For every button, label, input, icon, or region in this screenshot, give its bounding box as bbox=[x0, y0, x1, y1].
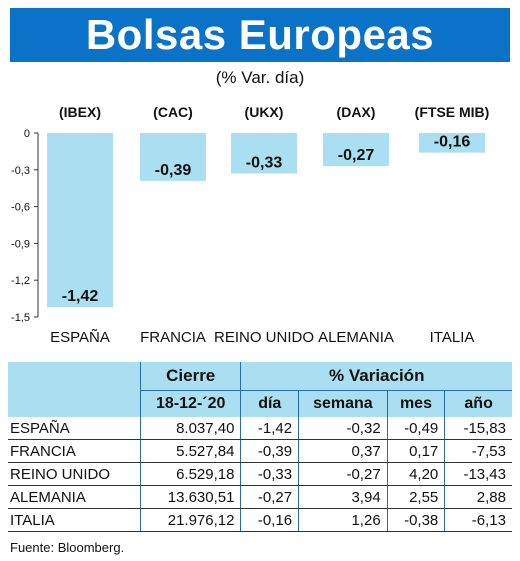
value-label: -0,33 bbox=[246, 154, 283, 171]
cell-mes: 2,55 bbox=[386, 485, 445, 509]
cell-dia: -0,16 bbox=[240, 508, 299, 532]
cell-anio: -7,53 bbox=[444, 439, 512, 463]
cell-anio: -15,83 bbox=[444, 417, 512, 440]
index-label: (UKX) bbox=[245, 104, 284, 120]
cell-cierre: 13.630,51 bbox=[139, 485, 241, 509]
cell-anio: -6,13 bbox=[444, 508, 512, 532]
y-axis: 0 -0,3 -0,6 -0,9 -1,2 -1,5 bbox=[11, 128, 39, 324]
source-note: Fuente: Bloomberg. bbox=[10, 540, 125, 555]
index-labels: (IBEX) (CAC) (UKX) (DAX) (FTSE MIB) bbox=[59, 104, 489, 120]
header-variacion: % Variación bbox=[240, 362, 512, 391]
y-tick-label: -0,3 bbox=[11, 165, 30, 177]
cell-cierre: 8.037,40 bbox=[139, 417, 241, 440]
index-label: (DAX) bbox=[337, 104, 376, 120]
bars bbox=[47, 133, 485, 308]
cell-cierre: 21.976,12 bbox=[139, 508, 241, 532]
cell-mes: 4,20 bbox=[386, 462, 445, 486]
y-tick-label: -1,2 bbox=[11, 275, 30, 287]
index-label: (IBEX) bbox=[59, 104, 101, 120]
value-label: -0,39 bbox=[155, 162, 192, 179]
cell-anio: -13,43 bbox=[444, 462, 512, 486]
index-label: (CAC) bbox=[153, 104, 193, 120]
data-table: Cierre % Variación 18-12-´20 día semana … bbox=[8, 362, 512, 532]
cell-semana: 3,94 bbox=[298, 485, 388, 509]
cell-mes: -0,38 bbox=[386, 508, 445, 532]
header-blank bbox=[8, 362, 141, 391]
cell-semana: 1,26 bbox=[298, 508, 388, 532]
cell-semana: -0,32 bbox=[298, 417, 388, 440]
bar-chart: 0 -0,3 -0,6 -0,9 -1,2 -1,5 (IBEX) (CAC) (UKX) (D… bbox=[11, 104, 489, 346]
header-date: 18-12-´20 bbox=[139, 390, 241, 417]
value-label: -0,16 bbox=[434, 134, 471, 151]
cell-semana: -0,27 bbox=[298, 462, 388, 486]
header-anio: año bbox=[444, 390, 512, 417]
cell-semana: 0,37 bbox=[298, 439, 388, 463]
page-title: Bolsas Europeas bbox=[10, 8, 510, 62]
cell-anio: 2,88 bbox=[444, 485, 512, 509]
row-name: ITALIA bbox=[8, 508, 141, 532]
cell-cierre: 6.529,18 bbox=[139, 462, 241, 486]
value-label: -1,42 bbox=[62, 288, 99, 305]
table-row: ITALIA 21.976,12 -0,16 1,26 -0,38 -6,13 bbox=[8, 508, 512, 532]
table-row: FRANCIA 5.527,84 -0,39 0,37 0,17 -7,53 bbox=[8, 439, 512, 463]
cell-dia: -1,42 bbox=[240, 417, 299, 440]
bar-italia bbox=[419, 133, 485, 153]
row-name: FRANCIA bbox=[8, 439, 141, 463]
cell-dia: -0,27 bbox=[240, 485, 299, 509]
category-label: FRANCIA bbox=[140, 329, 206, 346]
category-label: ALEMANIA bbox=[318, 329, 394, 346]
value-labels: -1,42 -0,39 -0,33 -0,27 -0,16 bbox=[62, 134, 471, 306]
bar-españa bbox=[47, 133, 113, 308]
table-row: REINO UNIDO 6.529,18 -0,33 -0,27 4,20 -13,43 bbox=[8, 462, 512, 486]
table-body: ESPAÑA 8.037,40 -1,42 -0,32 -0,49 -15,83 FRANC… bbox=[8, 417, 512, 532]
table-row: ALEMANIA 13.630,51 -0,27 3,94 2,55 2,88 bbox=[8, 485, 512, 509]
y-tick-label: 0 bbox=[24, 128, 30, 140]
row-name: ESPAÑA bbox=[8, 417, 141, 440]
cell-dia: -0,33 bbox=[240, 462, 299, 486]
category-label: ITALIA bbox=[430, 329, 475, 346]
cell-mes: -0,49 bbox=[386, 417, 445, 440]
cell-dia: -0,39 bbox=[240, 439, 299, 463]
y-tick-label: -0,6 bbox=[11, 202, 30, 214]
header-cierre: Cierre bbox=[139, 362, 241, 391]
bar-reino-unido bbox=[231, 133, 297, 174]
row-name: ALEMANIA bbox=[8, 485, 141, 509]
category-labels: ESPAÑA FRANCIA REINO UNIDO ALEMANIA ITALIA bbox=[50, 329, 474, 346]
header-semana: semana bbox=[298, 390, 388, 417]
table-row: ESPAÑA 8.037,40 -1,42 -0,32 -0,49 -15,83 bbox=[8, 417, 512, 440]
y-tick-label: -1,5 bbox=[11, 312, 30, 324]
index-label: (FTSE MIB) bbox=[415, 104, 490, 120]
header-mes: mes bbox=[386, 390, 445, 417]
bar-francia bbox=[140, 133, 206, 181]
category-label: REINO UNIDO bbox=[214, 329, 314, 346]
cell-mes: 0,17 bbox=[386, 439, 445, 463]
row-name: REINO UNIDO bbox=[8, 462, 141, 486]
header-dia: día bbox=[240, 390, 299, 417]
bar-alemania bbox=[323, 133, 389, 167]
chart-subtitle: (% Var. día) bbox=[215, 68, 305, 87]
category-label: ESPAÑA bbox=[50, 329, 110, 346]
y-tick-label: -0,9 bbox=[11, 238, 30, 250]
value-label: -0,27 bbox=[338, 147, 375, 164]
cell-cierre: 5.527,84 bbox=[139, 439, 241, 463]
header-blank-2 bbox=[8, 390, 141, 417]
